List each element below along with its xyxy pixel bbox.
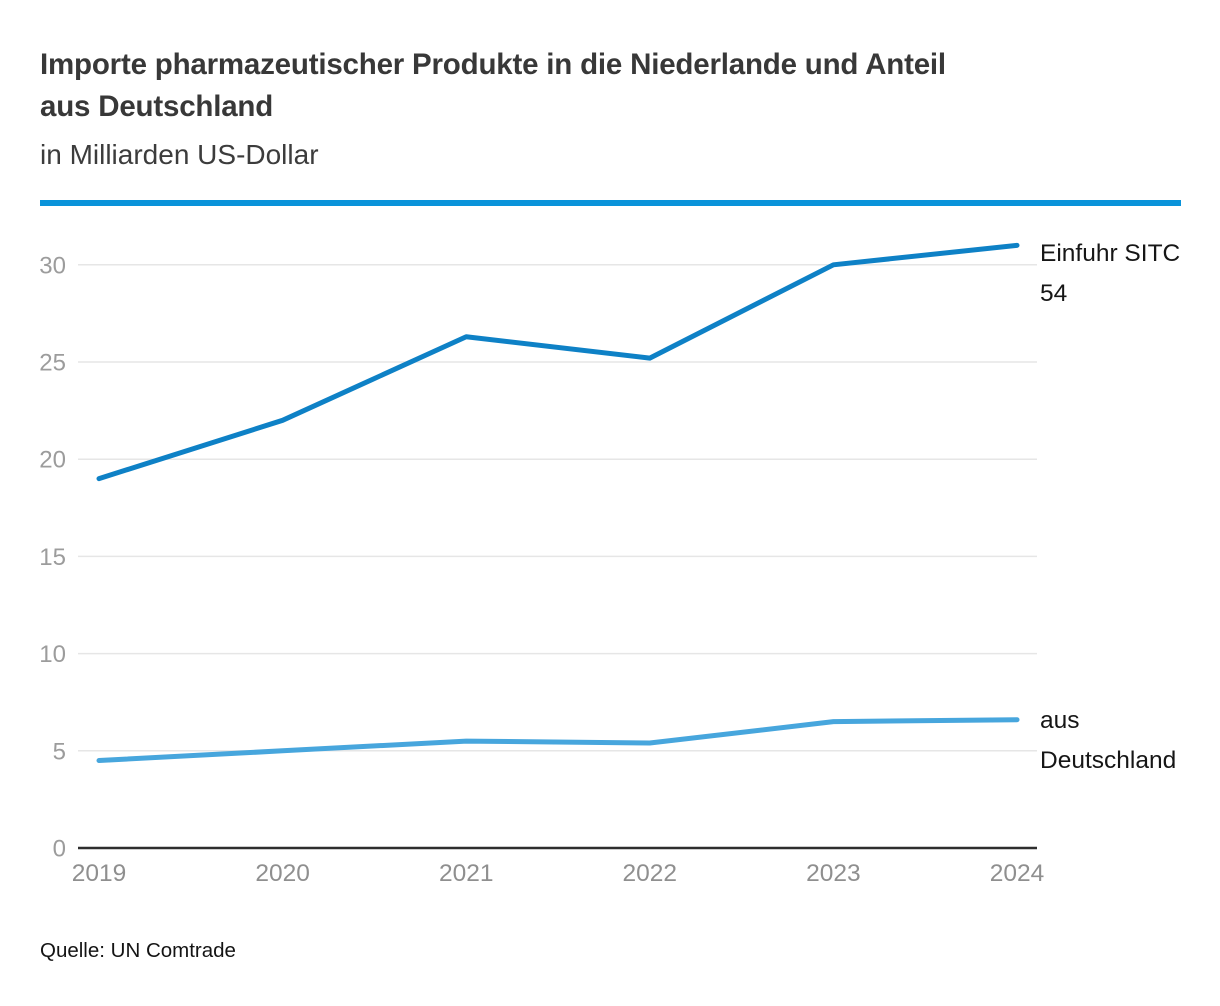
x-axis-tick-label: 2023 bbox=[806, 860, 861, 887]
series-label-einfuhr-line2: 54 bbox=[1040, 280, 1068, 307]
series-label-aus-line1: aus bbox=[1040, 707, 1080, 734]
y-axis-tick-label: 5 bbox=[53, 738, 66, 765]
x-axis-tick-label: 2022 bbox=[623, 860, 678, 887]
x-axis-tick-label: 2024 bbox=[990, 860, 1045, 887]
y-axis-tick-label: 20 bbox=[39, 447, 66, 474]
y-axis-tick-label: 15 bbox=[39, 544, 66, 571]
x-axis-tick-label: 2019 bbox=[72, 860, 127, 887]
page-title-line2: aus Deutschland bbox=[40, 90, 274, 123]
title-separator-bar bbox=[40, 200, 1181, 206]
page-title: Importe pharmazeutischer Produkte in die… bbox=[40, 44, 1180, 128]
y-axis-tick-label: 25 bbox=[39, 350, 66, 377]
page-title-line1: Importe pharmazeutischer Produkte in die… bbox=[40, 48, 946, 81]
series-line-aus-deutschland bbox=[96, 717, 1020, 764]
series-label-einfuhr-sitc-54: Einfuhr SITC 54 bbox=[1040, 234, 1215, 314]
x-axis-tick-label: 2021 bbox=[439, 860, 494, 887]
series-label-aus-line2: Deutschland bbox=[1040, 747, 1177, 774]
y-axis-tick-label: 0 bbox=[53, 836, 66, 863]
series-label-einfuhr-line1: Einfuhr SITC bbox=[1040, 240, 1181, 267]
source-note: Quelle: UN Comtrade bbox=[40, 939, 236, 962]
series-line-einfuhr-sitc-54 bbox=[96, 242, 1020, 482]
y-axis-tick-label: 10 bbox=[39, 641, 66, 668]
x-axis-tick-label: 2020 bbox=[255, 860, 310, 887]
chart-subtitle: in Milliarden US-Dollar bbox=[40, 139, 319, 170]
series-label-aus-deutschland: aus Deutschland bbox=[1040, 701, 1215, 781]
y-axis-tick-label: 30 bbox=[39, 252, 66, 279]
